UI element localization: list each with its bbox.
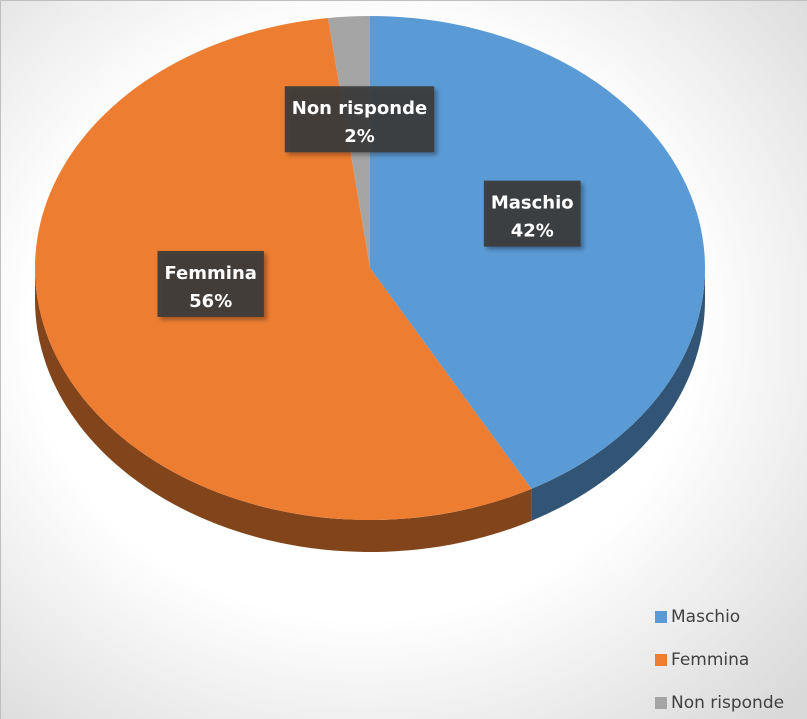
legend: Maschio Femmina Non risponde: [655, 607, 784, 713]
data-label: Femmina 56%: [157, 250, 264, 317]
slice: [34, 17, 532, 521]
data-label: Non risponde 2%: [284, 86, 435, 153]
legend-label: Non risponde: [671, 693, 784, 713]
slice-side: [35, 268, 532, 552]
data-label: Maschio 42%: [483, 180, 581, 247]
label-name: Femmina: [164, 263, 256, 284]
pie: [34, 16, 705, 552]
legend-swatch: [655, 697, 667, 709]
label-name: Non risponde: [292, 98, 427, 119]
legend-swatch: [655, 654, 667, 666]
data-labels: Maschio 42% Femmina 56% Non risponde 2%: [157, 86, 581, 317]
legend-swatch: [655, 611, 667, 623]
label-box: [157, 250, 264, 317]
label-box: [483, 180, 581, 247]
label-name: Maschio: [491, 193, 574, 214]
slice: [370, 16, 705, 489]
legend-label: Femmina: [671, 650, 749, 670]
label-value: 42%: [511, 221, 554, 242]
label-value: 56%: [189, 291, 232, 312]
legend-label: Maschio: [671, 607, 740, 627]
label-value: 2%: [344, 126, 375, 147]
label-box: [284, 86, 435, 153]
slice-side: [531, 268, 705, 521]
